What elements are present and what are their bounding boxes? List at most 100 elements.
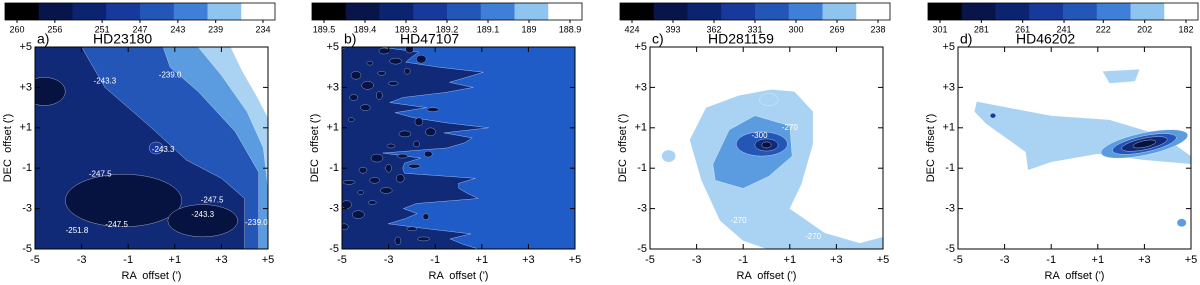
contour-fill: [230, 47, 268, 118]
y-tick-label: +3: [634, 81, 647, 93]
x-tick-label: +1: [784, 254, 797, 266]
colorbar-tick-label: 241: [1057, 24, 1072, 34]
colorbar-block: [620, 3, 655, 20]
contour-label: -251.8: [66, 226, 89, 235]
colorbar-block: [5, 3, 40, 20]
colorbar-tick-label: 239: [208, 24, 223, 34]
colorbar-block: [548, 3, 583, 20]
colorbar-block: [241, 3, 276, 20]
colorbar-block: [514, 3, 549, 20]
y-axis-label: DEC offset ('): [309, 114, 321, 183]
contour-fill: [414, 117, 424, 126]
y-tick-label: -5: [945, 243, 955, 255]
colorbar-block: [1063, 3, 1098, 20]
contour-fill: [342, 200, 352, 209]
colorbar-block: [480, 3, 515, 20]
colorbar-tick-label: 331: [747, 24, 762, 34]
y-tick-label: +1: [19, 122, 32, 134]
contour-fill: [349, 94, 358, 101]
contour-fill: [369, 177, 380, 184]
y-tick-label: -1: [22, 162, 32, 174]
x-tick-label: -1: [430, 254, 440, 266]
y-tick-label: +5: [326, 41, 339, 53]
y-axis-label: DEC offset ('): [617, 114, 629, 183]
panel-label: b): [344, 31, 356, 47]
x-tick-label: -5: [953, 254, 963, 266]
contour-fill: [1102, 69, 1140, 84]
contour-label: -243.3: [191, 210, 214, 219]
plot-frame: [957, 46, 1192, 250]
y-tick-label: -5: [329, 243, 339, 255]
y-tick-label: -1: [637, 162, 647, 174]
contour-fill: [417, 236, 430, 242]
colorbar-tick-label: 189: [521, 24, 536, 34]
colorbar-tick-label: 260: [9, 24, 24, 34]
x-tick-label: +1: [169, 254, 182, 266]
colorbar-block: [173, 3, 208, 20]
x-tick-label: +3: [830, 254, 843, 266]
contour-fill: [1132, 139, 1156, 149]
contour-label: -243.3: [152, 145, 175, 154]
colorbar-block: [447, 3, 482, 20]
contour-fill: [398, 130, 412, 138]
contour-fill: [394, 236, 402, 246]
x-tick-label: +3: [1138, 254, 1151, 266]
contour-fill: [378, 47, 390, 55]
contour-label: -247.5: [105, 220, 128, 229]
x-tick-label: -1: [738, 254, 748, 266]
contour-fill: [759, 93, 779, 106]
contour-label: -270: [805, 232, 822, 241]
contour-fill: [342, 180, 356, 185]
contour-fill: [65, 174, 182, 227]
colorbar-tick-label: 256: [47, 24, 62, 34]
x-tick-label: -5: [30, 254, 40, 266]
contour-fill: [360, 104, 371, 111]
contour-label: -270: [782, 123, 799, 132]
colorbar-block: [856, 3, 891, 20]
colorbar-tick-label: 281: [974, 24, 989, 34]
colorbar-tick-label: 189.1: [477, 24, 500, 34]
colorbar-tick-label: 182: [1178, 24, 1193, 34]
contour-fill: [404, 68, 411, 75]
y-tick-label: -3: [22, 203, 32, 215]
x-tick-label: -3: [384, 254, 394, 266]
contour-label: -239.0: [159, 70, 182, 79]
contour-fill: [370, 153, 384, 163]
y-tick-label: +1: [942, 122, 955, 134]
x-tick-label: -1: [123, 254, 133, 266]
colorbar-block: [788, 3, 823, 20]
colorbar-block: [755, 3, 790, 20]
panel-title: HD23180: [93, 31, 152, 47]
y-tick-label: +5: [19, 41, 32, 53]
panel-label: a): [37, 31, 49, 47]
colorbar-block: [721, 3, 756, 20]
y-tick-label: -5: [22, 243, 32, 255]
contour-fill: [357, 190, 364, 195]
colorbar-tick-label: 188.9: [559, 24, 582, 34]
colorbar-block: [822, 3, 857, 20]
colorbar-block: [72, 3, 107, 20]
plot-frame: [34, 46, 269, 250]
contour-fill: [1176, 218, 1187, 227]
y-tick-label: +1: [326, 122, 339, 134]
plot-frame: [649, 46, 884, 250]
contour-map: [958, 47, 1191, 249]
contour-fill: [35, 77, 66, 106]
contour-fill: [380, 187, 393, 194]
contour-fill: [361, 81, 374, 90]
contour-fill: [424, 150, 433, 158]
contour-label: -247.5: [89, 169, 112, 178]
contour-fill: [406, 226, 418, 232]
panel: 424 393 362 331 300 269 238 c) HD281159 -300 -270 -…: [617, 2, 891, 282]
panel: 260 256 251 247 243 239 234 a) HD23180 -243.3 -239…: [2, 2, 276, 282]
colorbar-block: [653, 3, 688, 20]
colorbar-tick-label: 234: [255, 24, 270, 34]
colorbar-block: [1164, 3, 1199, 20]
colorbar-tick-label: 251: [95, 24, 110, 34]
y-tick-label: +5: [942, 41, 955, 53]
contour-fill: [348, 117, 355, 122]
colorbar-tick-label: 238: [870, 24, 885, 34]
contour-fill: [377, 71, 386, 76]
colorbar-block: [38, 3, 73, 20]
y-tick-label: +3: [942, 81, 955, 93]
